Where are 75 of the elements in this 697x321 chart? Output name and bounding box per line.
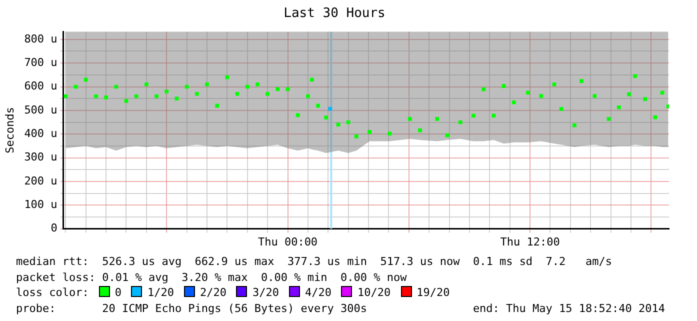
point [512, 100, 516, 104]
point [616, 105, 621, 110]
point [388, 132, 392, 136]
point [328, 106, 332, 111]
point [580, 79, 584, 83]
point [306, 94, 310, 98]
point [627, 92, 631, 96]
point [324, 116, 328, 120]
point [418, 128, 422, 132]
point [368, 130, 372, 134]
point [164, 90, 169, 94]
point [84, 78, 88, 82]
x-tick-label: Thu 12:00 [500, 235, 560, 248]
legend-label: 0 [114, 286, 122, 299]
y-tick-label: 600 u [24, 80, 58, 93]
point [552, 82, 556, 86]
point [472, 114, 476, 118]
legend-label: 10/20 [357, 286, 391, 299]
point [408, 117, 412, 121]
point [194, 92, 199, 96]
point [124, 99, 128, 103]
point [245, 84, 250, 89]
point [435, 117, 440, 121]
point [104, 96, 108, 100]
point [114, 84, 118, 89]
legend-label: 3/20 [252, 286, 279, 299]
point [633, 74, 637, 78]
y-tick-label: 100 u [24, 198, 58, 211]
y-tick-label: 300 u [24, 150, 58, 164]
point [144, 82, 148, 86]
point [592, 94, 597, 98]
point [276, 87, 280, 92]
y-tick-label: 400 u [24, 126, 58, 140]
point [205, 82, 209, 86]
text: probe: 20 ICMP Echo Pings (56 Bytes) every 300s [16, 302, 367, 314]
point [286, 87, 290, 92]
x-tick-label: Thu 00:00 [258, 235, 318, 248]
point [502, 84, 506, 88]
legend-label: 2/20 [200, 286, 226, 299]
y-tick-label: 800 u [24, 32, 58, 46]
point [174, 96, 179, 101]
y-tick-label: 500 u [24, 103, 58, 116]
point [94, 94, 98, 98]
point [492, 114, 496, 118]
point [154, 94, 158, 98]
y-tick-label: 200 u [24, 174, 58, 188]
point [336, 122, 340, 127]
point [606, 117, 611, 121]
point [526, 90, 530, 95]
point [256, 82, 260, 86]
point [572, 123, 576, 128]
legend-title: loss color: [16, 286, 89, 299]
y-tick-label: 0 [50, 222, 58, 235]
point [235, 92, 240, 96]
point [643, 97, 648, 101]
point [666, 104, 669, 108]
point [310, 78, 314, 82]
legend-label: 19/20 [416, 286, 450, 299]
legend-label: 1/20 [147, 286, 174, 299]
y-tick-label: 700 u [24, 56, 58, 69]
point [354, 134, 358, 138]
point [296, 113, 300, 118]
chart-title: Last 30 Hours [284, 6, 386, 22]
text: median rtt: 526.3 us avg 662.9 us max 377.3 us min 517.3 us now 0.1 ms sd 7.2 am/s [16, 254, 614, 270]
y-axis-title: Seconds [3, 107, 16, 154]
point [559, 107, 564, 111]
point [539, 94, 544, 98]
point [215, 104, 220, 108]
text: packet loss: 0.01 % avg 3.20 % max 0.00 % min 0.00 % now [16, 270, 408, 285]
text: end: Thu May 15 18:52:40 2014 [472, 300, 665, 316]
point [316, 104, 320, 108]
point [266, 92, 270, 96]
point [482, 87, 486, 92]
point [458, 120, 462, 124]
legend-label: 4/20 [304, 286, 332, 299]
